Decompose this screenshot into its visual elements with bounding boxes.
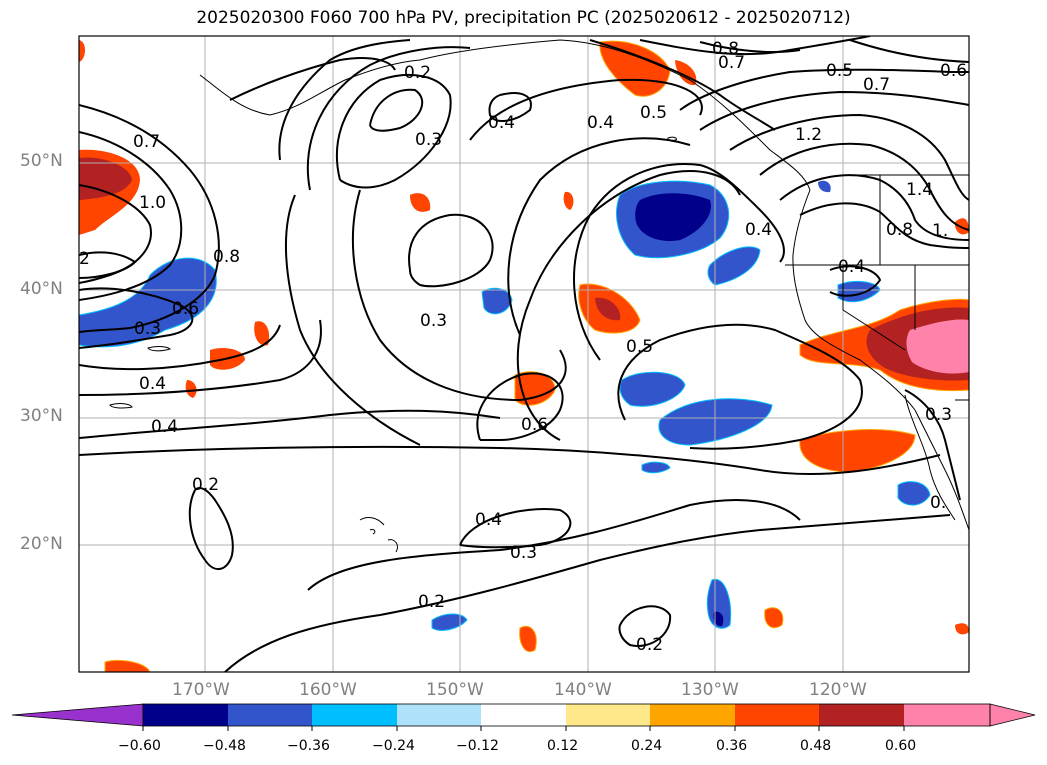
pv-contours [79,36,969,672]
contour-label: 0.4 [475,510,502,530]
lat-label: 50°N [20,151,63,171]
contour-label: 2 [79,249,90,269]
contour-label: 0.3 [925,405,952,425]
contour-label: 0.6 [940,61,967,81]
colorbar-tick-label: 0.36 [716,738,748,754]
contour-label: 0.3 [415,130,442,150]
contour-label: 0.8 [712,39,739,59]
contour-label: 0.3 [420,311,447,331]
colorbar-tick-label: 0.24 [631,738,663,754]
colorbar-tick-label: 0.12 [547,738,579,754]
colorbar-tick-label: −0.36 [287,738,330,754]
contour-label: 0.5 [640,103,667,123]
contour-label: 0.3 [134,319,161,339]
contour-label: 0.4 [139,374,166,394]
contour-label: 1. [932,221,948,241]
colorbar-tick-label: 0.60 [885,738,917,754]
colorbar-tick-label: −0.12 [456,738,499,754]
colorbar [11,703,1036,731]
contour-label: 0.4 [587,113,614,133]
colorbar-tick-label: 0.48 [800,738,832,754]
map-frame [78,35,970,673]
contour-label: 0.2 [636,635,663,655]
contour-label: 0.7 [718,53,745,73]
colorbar-tick-label: −0.48 [203,738,246,754]
contour-label: 0.5 [626,337,653,357]
contour-label: 0.8 [213,247,240,267]
graticule [79,36,969,672]
coastlines [109,39,969,553]
lat-label: 20°N [20,534,63,554]
contour-label: 0.3 [510,543,537,563]
contour-label: 0. [930,493,946,513]
contour-label: 0.2 [404,63,431,83]
contour-label: 0.4 [488,113,515,133]
lon-label: 140°W [554,680,612,700]
contour-label: 1.4 [906,180,933,200]
contour-label: 0.5 [826,61,853,81]
lon-label: 130°W [681,680,739,700]
lat-label: 30°N [20,406,63,426]
contour-labels: 0.8 0.7 0.5 0.6 0.7 0.2 0.3 0.4 0.4 0.5 … [79,39,967,655]
contour-label: 0.8 [886,220,913,240]
contour-label: 0.6 [521,415,548,435]
lon-label: 150°W [426,680,484,700]
map-title: 2025020300 F060 700 hPa PV, precipitatio… [196,8,851,28]
lon-label: 160°W [299,680,357,700]
contour-label: 0.7 [863,75,890,95]
contour-label: 0.4 [151,417,178,437]
contour-label: 0.6 [172,299,199,319]
contour-label: 0.4 [838,257,865,277]
lon-label: 120°W [809,680,867,700]
colorbar-tick-label: −0.24 [372,738,415,754]
contour-label: 0.2 [418,592,445,612]
lon-label: 170°W [172,680,230,700]
contour-label: 0.7 [133,132,160,152]
contour-label: 0.4 [745,220,772,240]
contour-label: 0.2 [192,475,219,495]
lat-label: 40°N [20,279,63,299]
contour-label: 1.2 [795,125,822,145]
contour-label: 1.0 [139,193,166,213]
colorbar-tick-label: −0.60 [118,738,161,754]
